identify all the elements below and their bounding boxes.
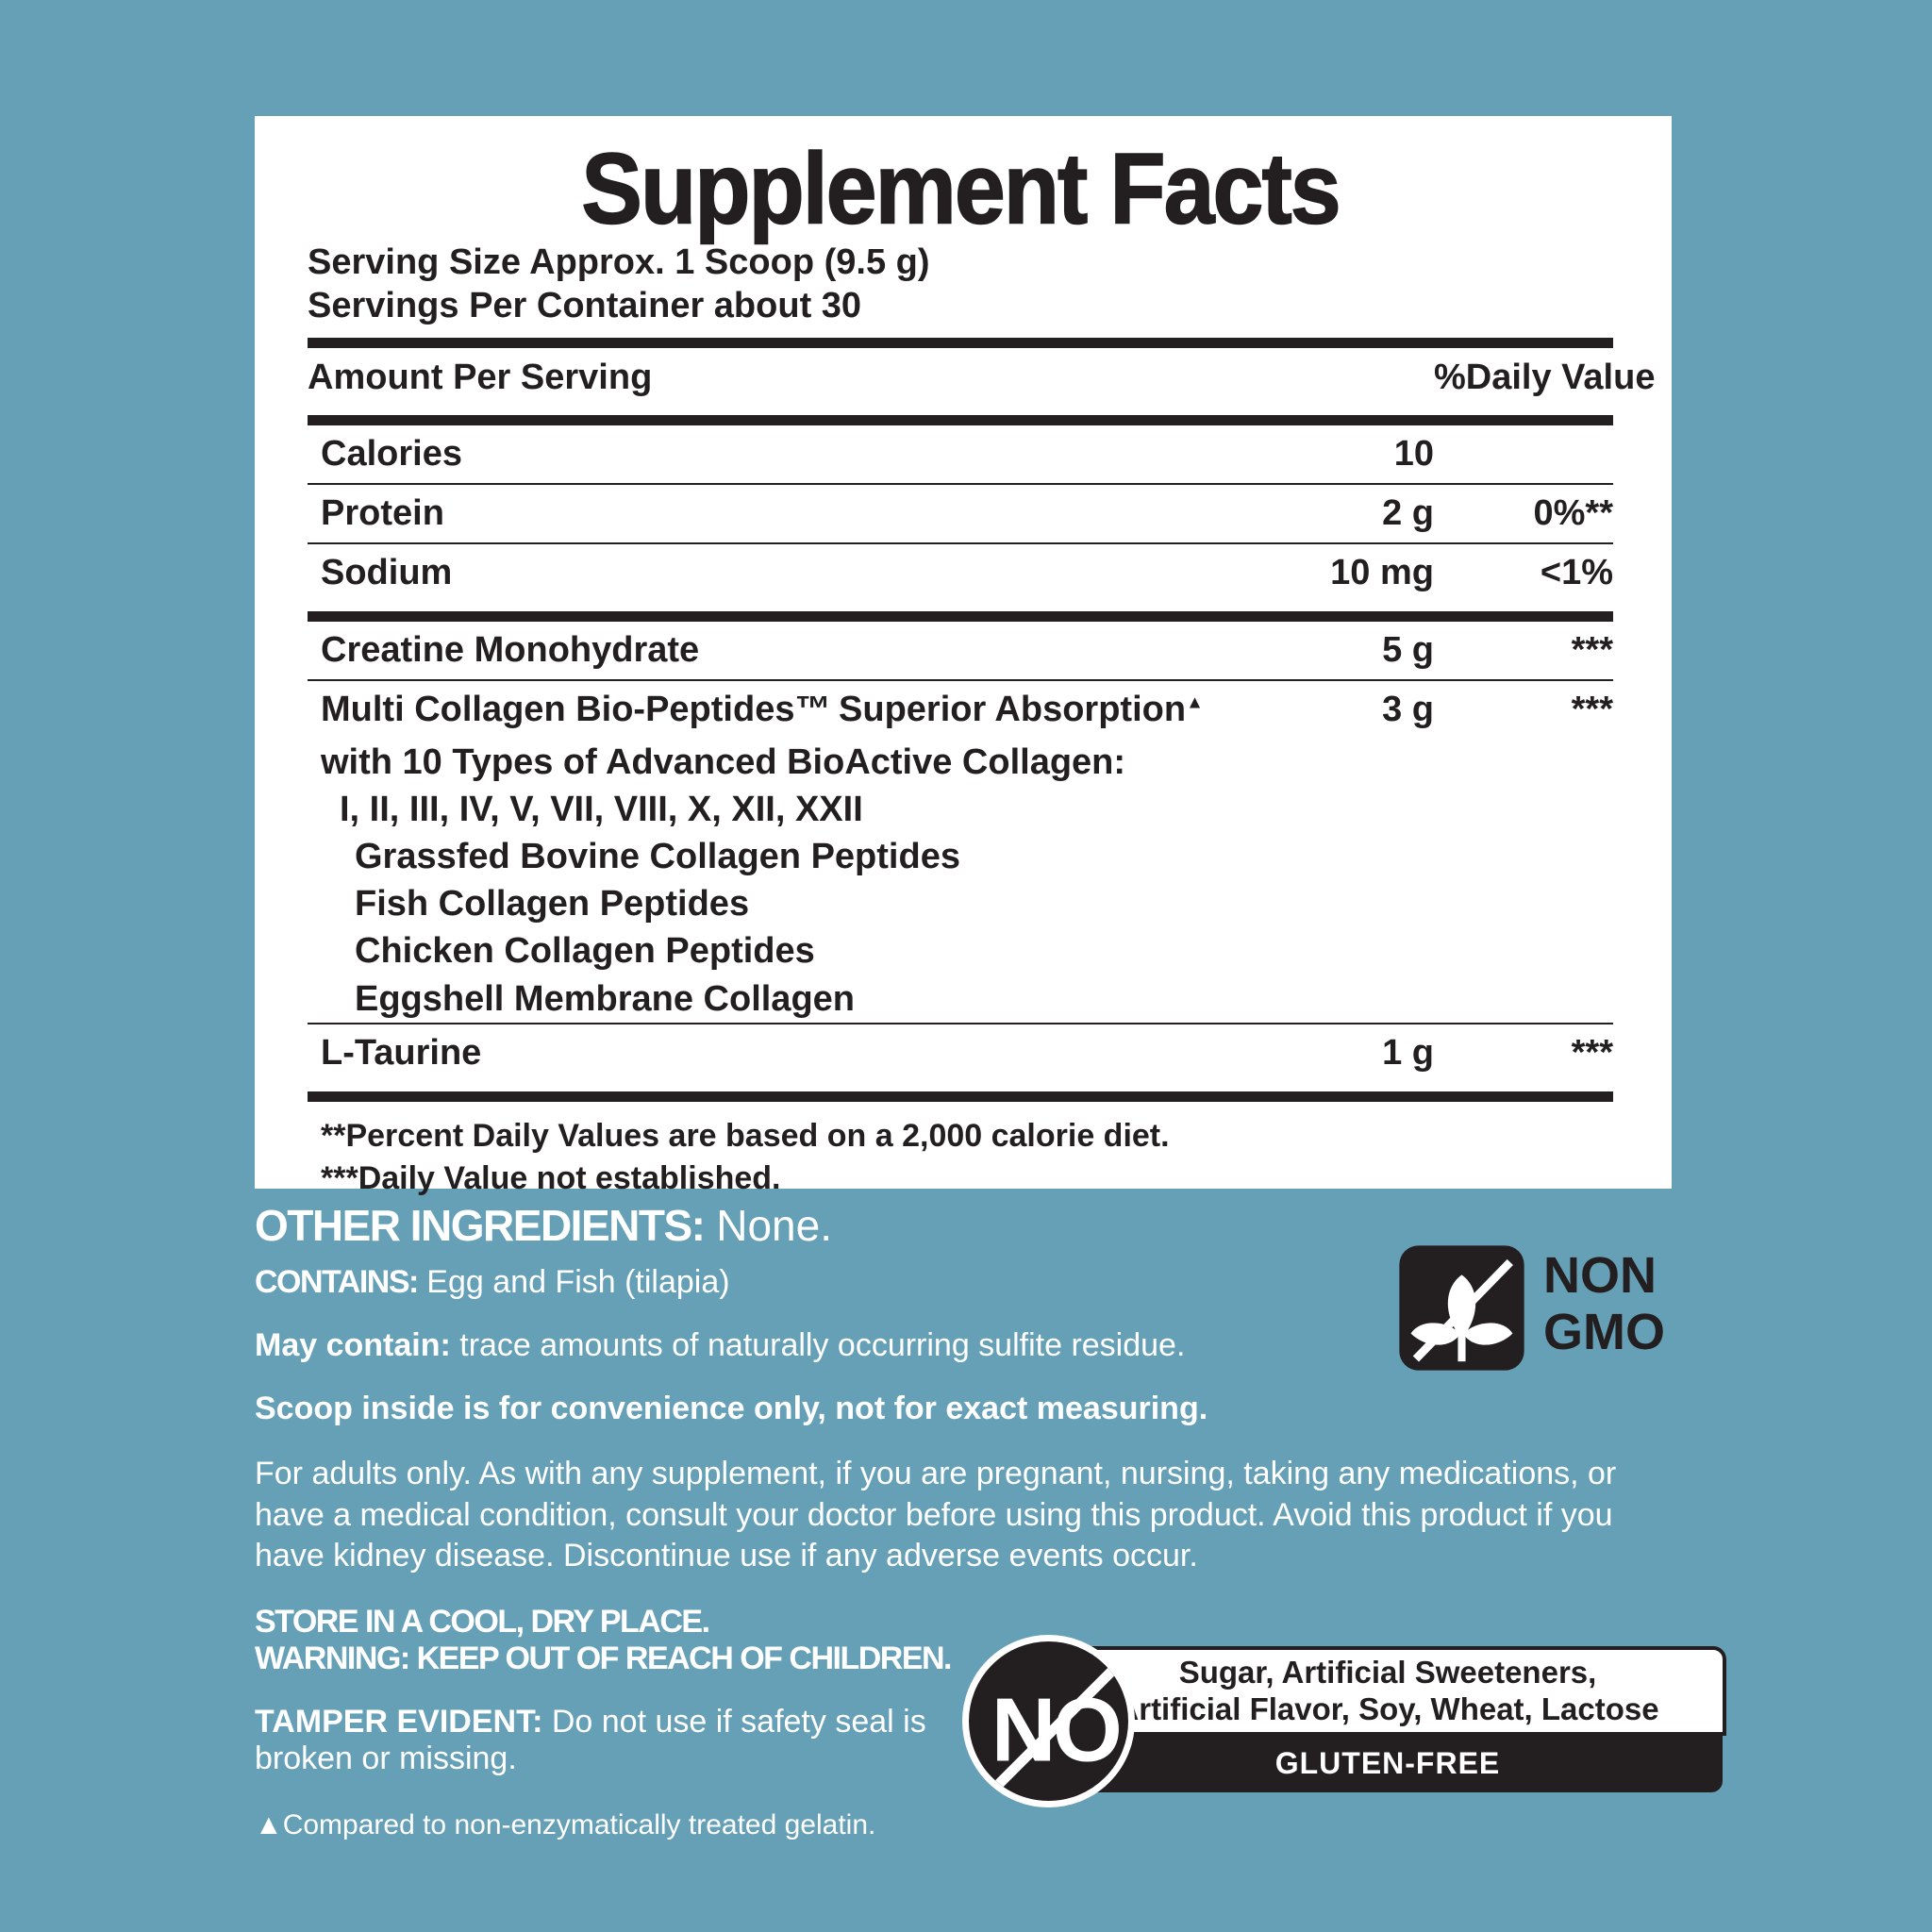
svg-text:NO: NO xyxy=(991,1680,1120,1780)
